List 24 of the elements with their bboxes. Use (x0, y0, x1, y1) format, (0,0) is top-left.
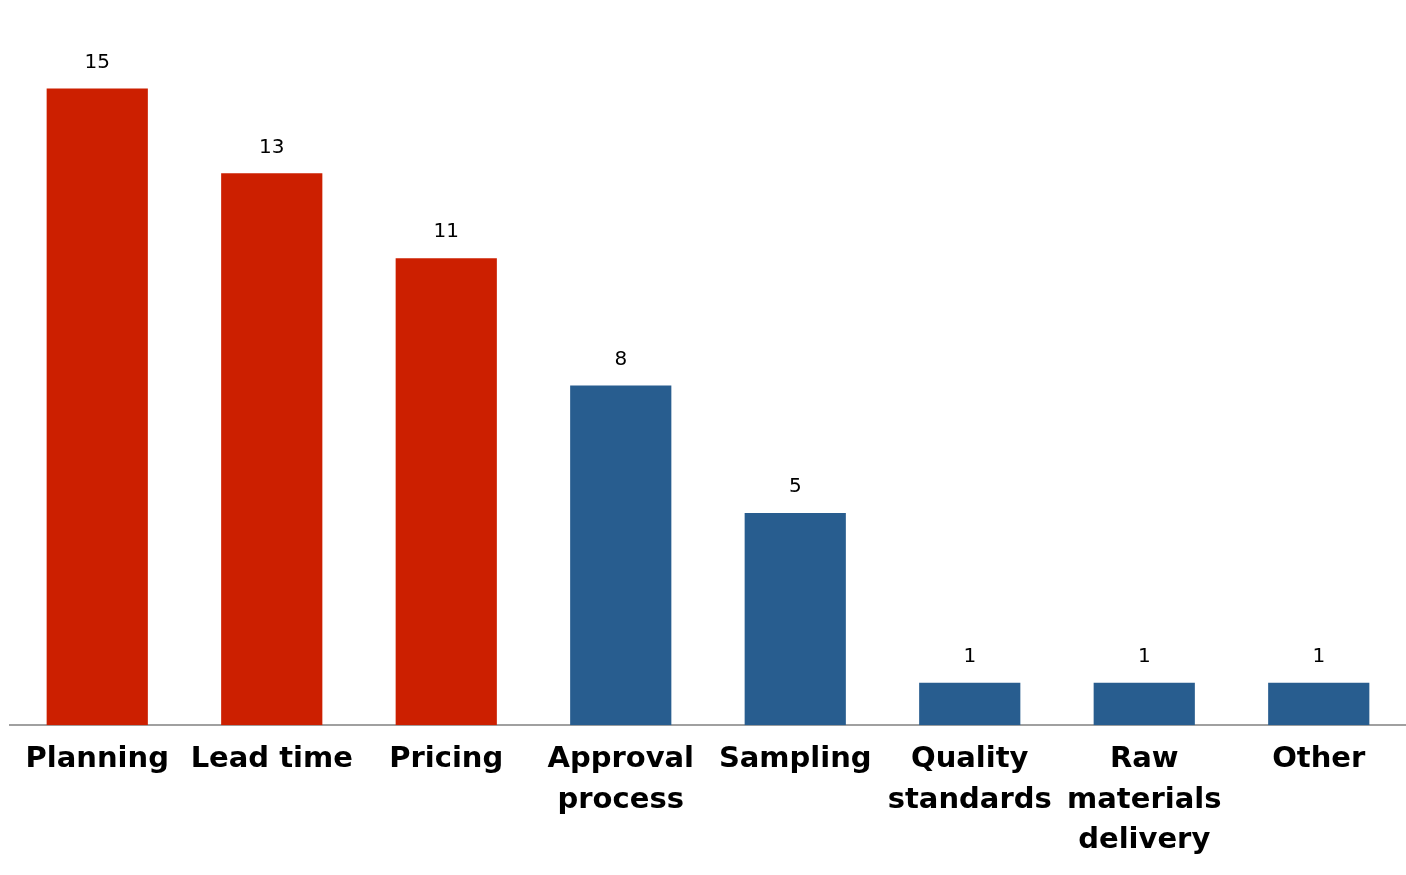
data-label: 5 (788, 473, 802, 498)
x-tick-label: Sampling (718, 740, 872, 775)
data-label: 1 (1137, 642, 1151, 667)
bar (744, 512, 846, 726)
bar (919, 682, 1021, 726)
x-tick-label: Other (1272, 740, 1367, 775)
data-label: 13 (259, 133, 285, 158)
x-tick-label: Lead time (190, 740, 353, 775)
x-tick-label: Planning (25, 740, 169, 775)
data-label: 15 (84, 48, 110, 73)
bar (1268, 682, 1370, 726)
data-label: 8 (614, 345, 628, 370)
data-label: 1 (963, 642, 977, 667)
x-tick-label: Approval process (547, 740, 695, 815)
data-label: 1 (1312, 642, 1326, 667)
x-tick-label: Raw materials delivery (1067, 740, 1222, 856)
bar (395, 258, 497, 726)
x-tick-label: Quality standards (887, 740, 1052, 815)
bar (570, 385, 672, 726)
bar (221, 173, 323, 726)
x-tick-label: Pricing (389, 740, 504, 775)
bar (1093, 682, 1195, 726)
data-label: 11 (433, 218, 459, 243)
bar (46, 88, 148, 726)
